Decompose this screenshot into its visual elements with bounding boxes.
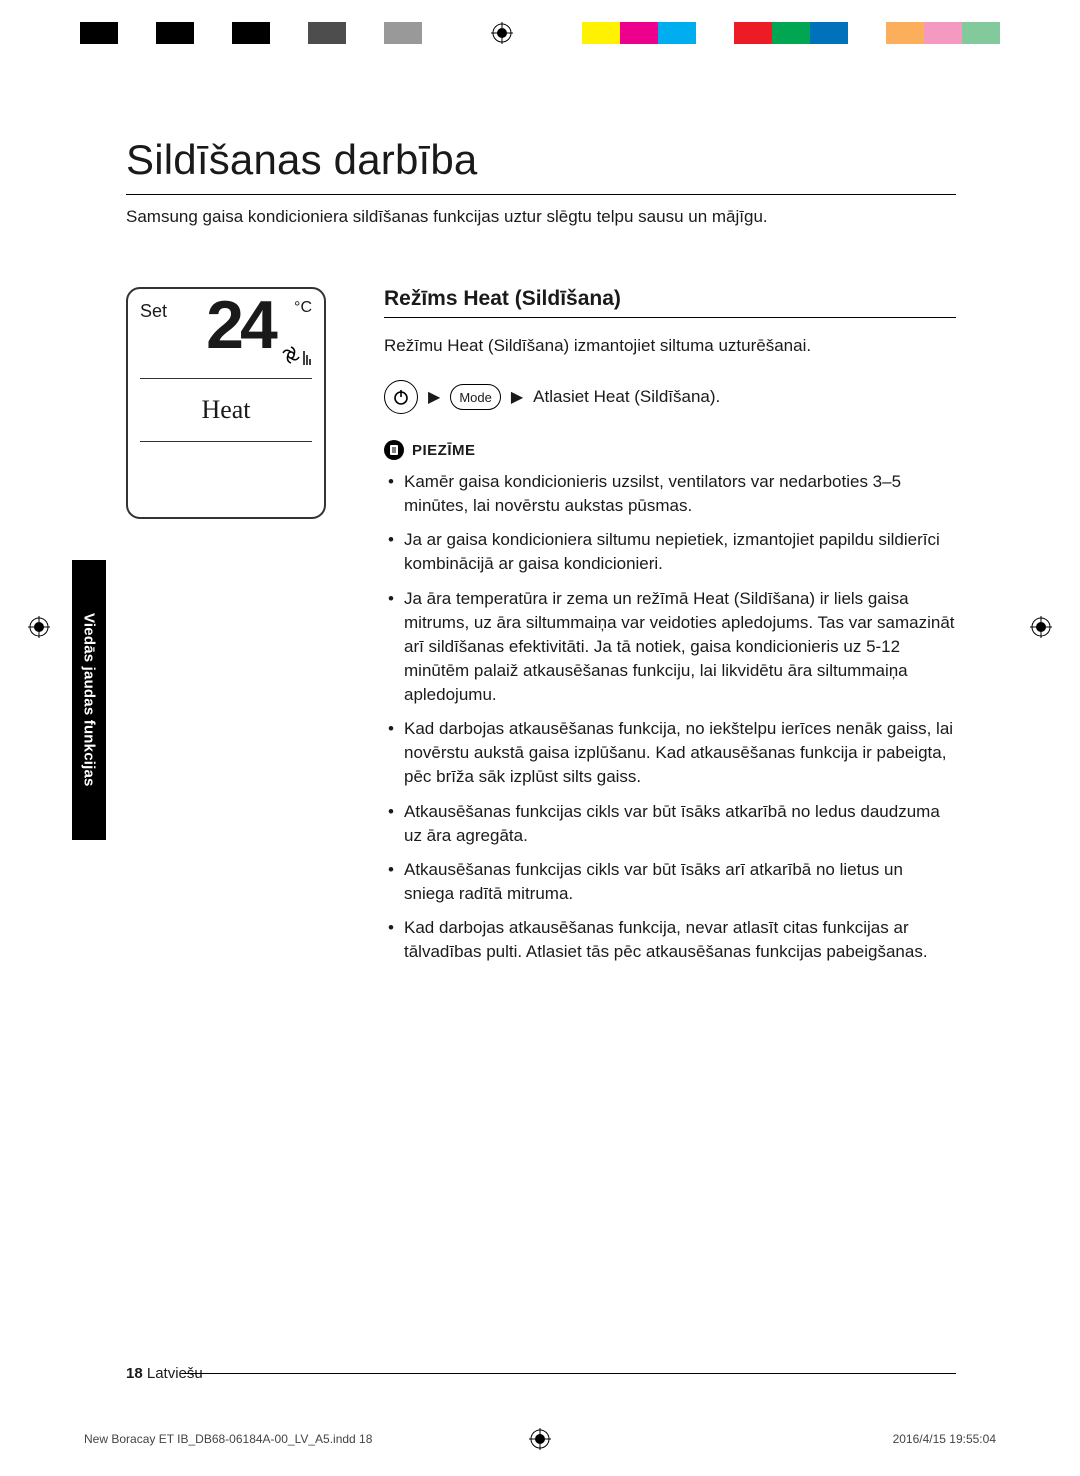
note-icon <box>384 440 404 460</box>
lcd-temperature: 24 <box>206 287 274 363</box>
power-icon <box>384 380 418 414</box>
page-subtitle: Samsung gaisa kondicioniera sildīšanas f… <box>126 207 956 227</box>
registration-mark-top <box>491 22 513 44</box>
color-swatch <box>156 22 194 44</box>
lcd-set-label: Set <box>140 301 167 322</box>
note-item: Kamēr gaisa kondicionieris uzsilst, vent… <box>388 470 956 518</box>
note-item: Kad darbojas atkausēšanas funkcija, neva… <box>388 916 956 964</box>
color-swatch <box>80 22 118 44</box>
step-instruction: Atlasiet Heat (Sildīšana). <box>533 387 720 407</box>
color-swatch <box>232 22 270 44</box>
notes-list: Kamēr gaisa kondicionieris uzsilst, vent… <box>384 470 956 964</box>
printer-color-bars <box>80 22 1000 44</box>
color-swatch <box>620 22 658 44</box>
section-intro: Režīmu Heat (Sildīšana) izmantojiet silt… <box>384 336 956 356</box>
mode-button-icon: Mode <box>450 384 501 410</box>
color-swatch <box>696 22 734 44</box>
color-swatch <box>962 22 1000 44</box>
operation-steps: ▶ Mode ▶ Atlasiet Heat (Sildīšana). <box>384 380 956 414</box>
color-swatch <box>118 22 156 44</box>
lcd-mode-label: Heat <box>201 395 250 424</box>
note-item: Kad darbojas atkausēšanas funkcija, no i… <box>388 717 956 789</box>
section-rule <box>384 317 956 318</box>
note-heading: PIEZĪME <box>412 442 476 459</box>
color-swatch <box>270 22 308 44</box>
color-swatch <box>194 22 232 44</box>
registration-mark-bottom <box>529 1428 551 1450</box>
color-swatch <box>582 22 620 44</box>
page-title: Sildīšanas darbība <box>126 136 956 184</box>
remote-lcd-illustration: Set 24 °C <box>126 287 326 519</box>
color-swatch <box>734 22 772 44</box>
fan-icon <box>282 343 312 372</box>
color-swatch <box>924 22 962 44</box>
color-swatch <box>772 22 810 44</box>
color-swatch <box>384 22 422 44</box>
registration-mark-right <box>1030 616 1052 638</box>
color-swatch <box>658 22 696 44</box>
color-swatch <box>810 22 848 44</box>
title-rule <box>126 194 956 195</box>
color-swatch <box>308 22 346 44</box>
arrow-icon: ▶ <box>428 387 440 407</box>
arrow-icon: ▶ <box>511 387 523 407</box>
section-side-tab: Viedās jaudas funkcijas <box>72 560 106 840</box>
color-swatch <box>886 22 924 44</box>
note-item: Atkausēšanas funkcijas cikls var būt īsā… <box>388 858 956 906</box>
registration-mark-left <box>28 616 50 638</box>
note-item: Ja āra temperatūra ir zema un režīmā Hea… <box>388 587 956 708</box>
lcd-unit: °C <box>294 299 312 317</box>
footer-filename: New Boracay ET IB_DB68-06184A-00_LV_A5.i… <box>84 1432 372 1446</box>
footer-rule <box>182 1373 956 1374</box>
color-swatch <box>848 22 886 44</box>
color-swatch <box>346 22 384 44</box>
note-item: Atkausēšanas funkcijas cikls var būt īsā… <box>388 800 956 848</box>
footer-timestamp: 2016/4/15 19:55:04 <box>893 1432 996 1446</box>
section-heading: Režīms Heat (Sildīšana) <box>384 287 956 311</box>
note-item: Ja ar gaisa kondicioniera siltumu nepiet… <box>388 528 956 576</box>
